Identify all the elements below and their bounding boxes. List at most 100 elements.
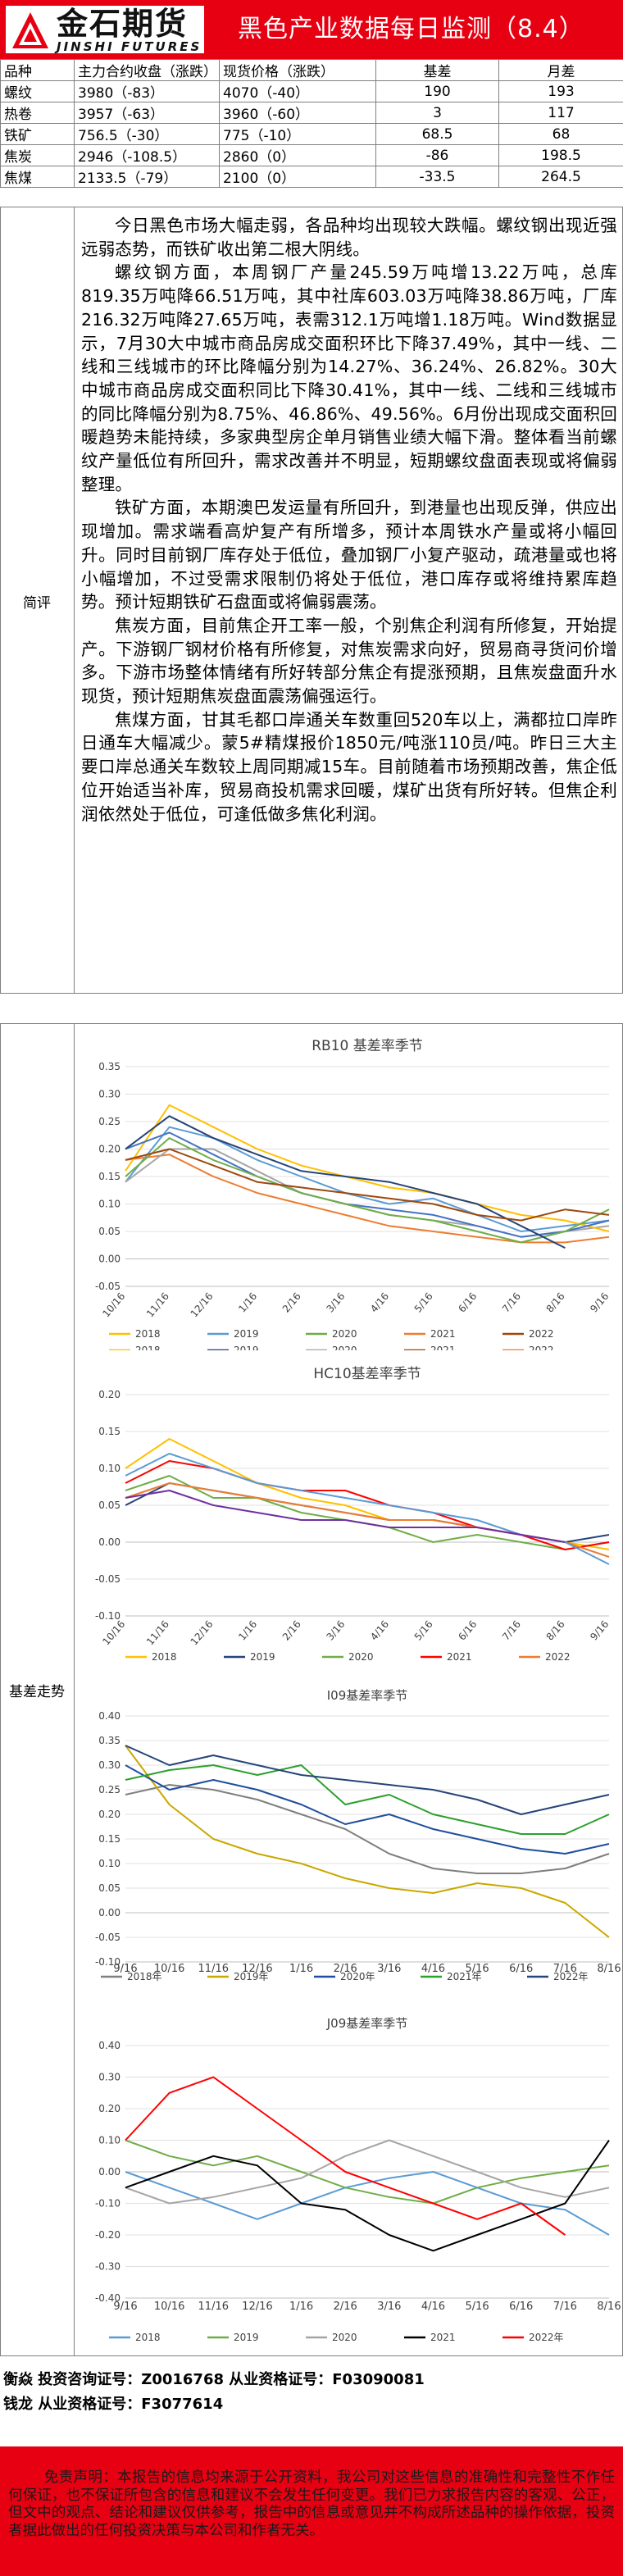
legend-label: 2018 — [135, 1328, 161, 1340]
series-line — [125, 2076, 566, 2236]
commentary-paragraph: 铁矿方面，本期澳巴发运量有所回升，到港量也出现反弹，供应出现增加。需求端看高炉复… — [81, 498, 617, 612]
legend-label: 2019年 — [234, 1971, 269, 1982]
x-tick-label: 5/16 — [412, 1290, 435, 1315]
x-tick-label: 8/16 — [597, 2301, 621, 2313]
spread-value: 198.5 — [498, 144, 623, 166]
analyst-line: 钱龙 从业资格证号：F3077614 — [3, 2396, 224, 2413]
series-line — [125, 1115, 566, 1249]
basis-value: -86 — [375, 144, 499, 166]
x-tick-label: 6/16 — [456, 1618, 479, 1643]
hc10-basis-chart: HC10基差率季节 -0.10 -0.05 0.00 0.05 0.10 0.15 0.20 1… — [95, 1366, 611, 1663]
legend-label: 2019 — [234, 1328, 259, 1340]
j09-basis-chart: J09基差率季节 -0.40 -0.30 -0.20 -0.10 0.00 0.10 0.20… — [95, 2016, 621, 2343]
logo-mark-icon — [12, 12, 48, 48]
y-tick-label: 0.05 — [98, 1500, 121, 1511]
column-header: 现货价格（涨跌） — [219, 59, 376, 81]
x-tick-label: 3/16 — [324, 1618, 347, 1643]
legend-label: 2022 — [529, 1345, 554, 1350]
y-tick-label: -0.05 — [95, 1932, 121, 1943]
column-header: 基差 — [375, 59, 499, 81]
close-price: 756.5（-30） — [74, 123, 220, 145]
basis-value: 68.5 — [375, 123, 499, 145]
legend-label: 2018 — [135, 2332, 161, 2343]
legend-label: 2020 — [332, 1345, 357, 1350]
y-tick-label: -0.10 — [95, 2198, 121, 2210]
column-header: 月差 — [498, 59, 623, 81]
charts-label-cell: 基差走势 — [1, 1024, 75, 2355]
x-tick-label: 8/16 — [597, 1963, 621, 1975]
y-tick-label: 0.10 — [98, 1199, 121, 1210]
legend-label: 2022年 — [529, 2332, 564, 2343]
x-tick-label: 6/16 — [509, 1963, 533, 1975]
y-tick-label: 0.05 — [98, 1882, 121, 1894]
legend-label: 2020 — [332, 1328, 357, 1340]
basis-value: -33.5 — [375, 166, 499, 188]
series-line — [125, 1745, 610, 1815]
x-tick-label: 10/16 — [100, 1618, 127, 1647]
x-tick-label: 1/16 — [289, 2301, 313, 2313]
legend-label: 2018 — [152, 1651, 177, 1663]
commentary-label-cell: 简评 — [1, 207, 75, 993]
commentary-label: 简评 — [23, 595, 51, 612]
basis-value: 190 — [375, 80, 499, 102]
table-row: 焦煤 2133.5（-79） 2100（0） -33.5 264.5 — [0, 166, 623, 188]
spread-value: 117 — [498, 102, 623, 124]
y-tick-label: 0.00 — [98, 1254, 121, 1265]
x-tick-label: 10/16 — [100, 1290, 127, 1319]
column-header: 品种 — [0, 59, 75, 81]
legend-label: 2021 — [447, 1651, 472, 1663]
series-line — [125, 2139, 610, 2205]
page-title: 黑色产业数据每日监测（8.4） — [238, 15, 584, 43]
series-line — [125, 1764, 610, 1855]
basis-charts-section: 基差走势 RB10 基差率季节 -0.05 0.00 0.05 0.10 0.15 0.20… — [0, 1023, 623, 2356]
analyst-info: 衡焱 投资咨询证号：Z0016768 从业资格证号：F03090081 钱龙 从… — [3, 2368, 425, 2417]
commentary-paragraph: 焦炭方面，目前焦企开工率一般，个别焦企利润有所修复，开始提产。下游钢厂钢材价格有… — [81, 615, 617, 707]
i09-basis-chart: I09基差率季节 -0.10 -0.05 0.00 0.05 0.10 0.15 0.20 0.… — [95, 1688, 621, 1982]
commodity-name: 热卷 — [0, 102, 75, 124]
table-header-row: 品种 主力合约收盘（涨跌） 现货价格（涨跌） 基差 月差 — [0, 59, 623, 81]
chart-title: HC10基差率季节 — [313, 1366, 421, 1382]
commentary-body: 今日黑色市场大幅走弱，各品种均出现较大跌幅。螺纹钢出现近强远弱态势，而铁矿收出第… — [81, 214, 617, 826]
x-tick-label: 2/16 — [280, 1290, 303, 1315]
x-tick-label: 2/16 — [334, 1963, 357, 1975]
disclaimer-text: 免责声明：本报告的信息均来源于公开资料，我公司对这些信息的准确性和完整性不作任何… — [8, 2469, 615, 2539]
x-tick-label: 10/16 — [154, 2301, 184, 2313]
x-tick-label: 7/16 — [553, 1963, 577, 1975]
legend-label: 2020年 — [340, 1971, 375, 1982]
series-line — [125, 1453, 610, 1565]
spot-price: 4070（-40） — [219, 80, 376, 102]
legend-label: 2021年 — [447, 1971, 482, 1982]
x-tick-label: 9/16 — [113, 2301, 137, 2313]
legend-label: 2021 — [430, 1328, 456, 1340]
y-tick-label: 0.20 — [98, 1389, 121, 1400]
legend-label: 2021 — [430, 2332, 456, 2343]
spot-price: 2860（0） — [219, 144, 376, 166]
y-tick-label: 0.20 — [98, 1809, 121, 1820]
series-line — [125, 1764, 610, 1835]
x-tick-label: 7/16 — [553, 2301, 577, 2313]
y-tick-label: 0.35 — [98, 1735, 121, 1746]
series-line — [125, 1490, 566, 1543]
spread-value: 193 — [498, 80, 623, 102]
basis-value: 3 — [375, 102, 499, 124]
x-tick-label: 2/16 — [280, 1618, 303, 1643]
x-tick-label: 4/16 — [421, 1963, 445, 1975]
x-tick-label: 9/16 — [113, 1963, 137, 1975]
y-tick-label: 0.30 — [98, 1759, 121, 1771]
x-tick-label: 11/16 — [198, 2301, 229, 2313]
y-tick-label: -0.40 — [95, 2292, 121, 2304]
x-tick-label: 3/16 — [377, 1963, 401, 1975]
x-tick-label: 11/16 — [198, 1963, 229, 1975]
y-tick-label: 0.10 — [98, 1463, 121, 1474]
y-tick-label: 0.15 — [98, 1171, 121, 1182]
x-tick-label: 7/16 — [500, 1618, 523, 1643]
x-tick-label: 5/16 — [465, 1963, 489, 1975]
x-tick-label: 5/16 — [412, 1618, 435, 1643]
x-tick-label: 6/16 — [456, 1290, 479, 1315]
x-tick-label: 12/16 — [242, 1963, 272, 1975]
logo-english-name: JINSHI FUTURES — [57, 39, 202, 54]
commodity-name: 焦炭 — [0, 144, 75, 166]
legend-label: 2022 — [529, 1328, 554, 1340]
charts-label: 基差走势 — [9, 1684, 65, 1700]
y-tick-label: 0.15 — [98, 1833, 121, 1845]
